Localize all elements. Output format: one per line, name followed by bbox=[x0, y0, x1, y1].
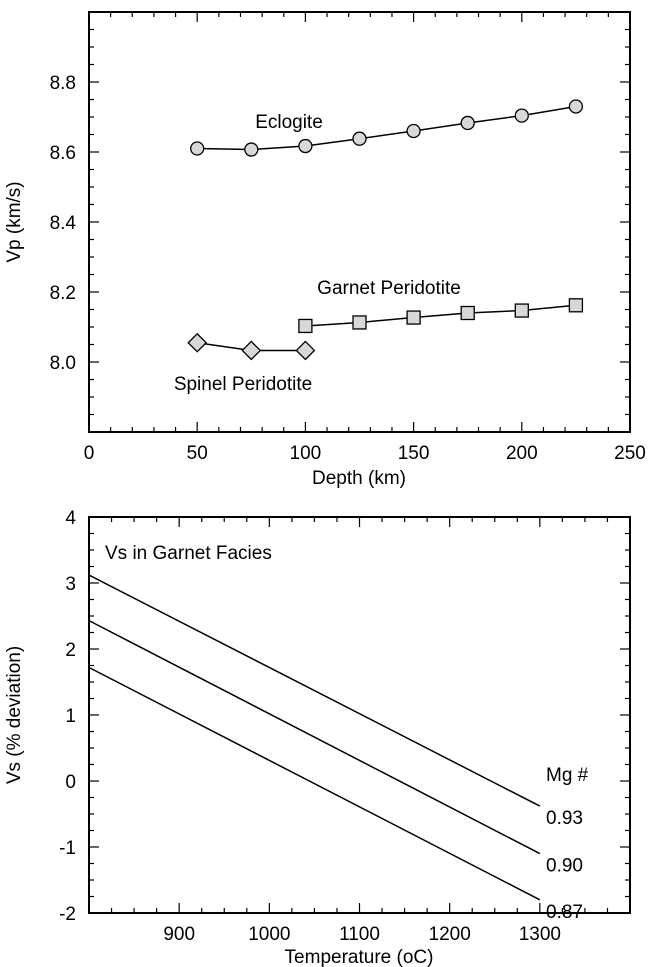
x-axis-title: Depth (km) bbox=[312, 468, 406, 489]
data-point-circle bbox=[514, 108, 529, 123]
legend-title: Mg # bbox=[546, 765, 589, 786]
y-tick-label: -2 bbox=[59, 904, 76, 925]
series-label: 0.90 bbox=[546, 856, 583, 877]
data-point-square bbox=[460, 305, 475, 321]
x-axis-title: Temperature (oC) bbox=[285, 947, 434, 967]
data-point-diamond bbox=[187, 332, 208, 353]
x-tick-label: 100 bbox=[290, 443, 322, 464]
x-tick-label: 1000 bbox=[248, 924, 290, 945]
series-mg-087: 0.87 bbox=[88, 666, 583, 923]
data-point-circle bbox=[244, 142, 259, 157]
x-tick-label: 1200 bbox=[429, 924, 471, 945]
data-point-circle bbox=[190, 141, 205, 156]
series-line bbox=[305, 304, 576, 327]
y-tick-label: 8.8 bbox=[50, 73, 76, 94]
series-label: 0.87 bbox=[546, 902, 583, 923]
data-point-circle bbox=[460, 115, 475, 131]
x-tick-label: 200 bbox=[506, 443, 538, 464]
series-spinel-peridotite: Spinel Peridotite bbox=[174, 332, 316, 395]
series-line bbox=[88, 666, 541, 901]
data-point-circle bbox=[406, 123, 421, 139]
data-point-circle bbox=[568, 99, 584, 114]
data-point-square bbox=[298, 318, 313, 334]
x-tick-label: 50 bbox=[187, 443, 208, 464]
data-point-square bbox=[568, 298, 584, 313]
x-tick-label: 1100 bbox=[339, 924, 380, 945]
data-point-circle bbox=[352, 131, 367, 146]
data-point-square bbox=[352, 315, 367, 330]
data-point-diamond bbox=[295, 340, 316, 361]
data-point-diamond bbox=[241, 340, 262, 361]
y-tick-label: 4 bbox=[65, 508, 76, 529]
x-tick-label: 0 bbox=[84, 443, 95, 464]
data-point-square bbox=[406, 310, 421, 325]
series-eclogite: Eclogite bbox=[190, 99, 584, 157]
y-tick-label: 8.0 bbox=[50, 353, 76, 374]
series-label: Spinel Peridotite bbox=[174, 374, 312, 395]
series-garnet-peridotite: Garnet Peridotite bbox=[298, 278, 584, 334]
y-tick-label: 8.4 bbox=[50, 213, 77, 234]
y-tick-label: 8.2 bbox=[50, 283, 76, 304]
y-tick-label: 3 bbox=[65, 574, 76, 595]
chart-2: 900 1000 1100 1200 1300 -2 -1 0 1 2 3 4 Temperature … bbox=[4, 508, 631, 967]
series-line bbox=[88, 574, 541, 807]
x-tick-label: 900 bbox=[163, 924, 195, 945]
data-point-square bbox=[514, 303, 529, 318]
x-tick-label: 150 bbox=[398, 443, 430, 464]
series-label: Garnet Peridotite bbox=[317, 278, 461, 299]
chart-title: Vs in Garnet Facies bbox=[105, 543, 272, 564]
series-label: 0.93 bbox=[546, 808, 583, 829]
x-tick-label: 250 bbox=[614, 443, 646, 464]
y-tick-label: 2 bbox=[65, 640, 76, 661]
plot-frame bbox=[88, 516, 631, 914]
y-tick-label: 8.6 bbox=[50, 143, 76, 164]
plot-frame bbox=[88, 11, 631, 433]
x-tick-label: 1300 bbox=[519, 924, 561, 945]
series-line bbox=[197, 105, 577, 151]
series-mg-093: 0.93 bbox=[88, 574, 583, 829]
y-axis-title: Vp (km/s) bbox=[4, 181, 25, 262]
series-mg-090: 0.90 bbox=[88, 619, 583, 877]
y-tick-label: 0 bbox=[65, 772, 76, 793]
series-label: Eclogite bbox=[255, 112, 323, 133]
y-tick-label: -1 bbox=[59, 838, 76, 859]
y-axis-title: Vs (% deviation) bbox=[4, 646, 25, 784]
chart-1: 0 50 100 150 200 250 8.0 8.2 8.4 8.6 8.8 Depth (km)… bbox=[4, 11, 646, 489]
y-tick-label: 1 bbox=[65, 706, 76, 727]
data-point-circle bbox=[298, 138, 313, 154]
series-line bbox=[88, 619, 541, 855]
